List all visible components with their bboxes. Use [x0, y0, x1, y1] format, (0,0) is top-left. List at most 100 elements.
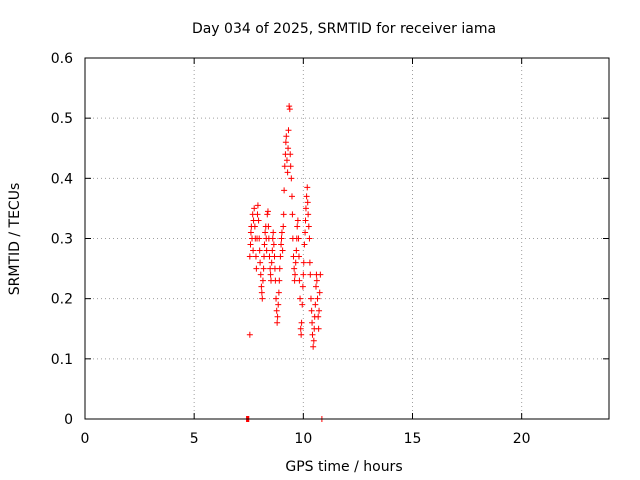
data-point [298, 331, 305, 338]
data-point [288, 193, 295, 200]
data-point [304, 184, 311, 191]
data-point [269, 235, 276, 242]
data-point [257, 259, 264, 266]
data-point [296, 277, 303, 284]
data-point [278, 235, 285, 242]
data-point [295, 235, 302, 242]
data-point [297, 295, 304, 302]
data-point [252, 253, 259, 260]
data-point [288, 175, 295, 182]
plot-frame [84, 57, 610, 420]
data-point [292, 271, 299, 278]
data-point [264, 208, 271, 215]
data-point [314, 295, 321, 302]
data-point [266, 253, 273, 260]
data-point [291, 265, 298, 272]
data-point [305, 211, 312, 218]
data-point [278, 229, 285, 236]
data-point [309, 319, 316, 326]
data-point [275, 289, 282, 296]
data-point [310, 343, 317, 350]
data-point [294, 217, 301, 224]
y-tick-label: 0.5 [51, 111, 73, 127]
data-point [299, 283, 306, 290]
data-point [309, 331, 316, 338]
data-point [302, 229, 309, 236]
grid [85, 58, 609, 419]
data-point [262, 229, 269, 236]
data-point [251, 223, 258, 230]
data-point [280, 223, 287, 230]
data-point [261, 253, 268, 260]
data-point [259, 277, 266, 284]
data-point [275, 301, 282, 308]
data-point [280, 211, 287, 218]
data-point [316, 289, 323, 296]
data-point [256, 247, 263, 254]
data-point [274, 313, 281, 320]
data-point [276, 265, 283, 272]
x-tick-label: 5 [190, 431, 199, 447]
data-point [265, 223, 272, 230]
data-point [267, 271, 274, 278]
data-point [254, 211, 261, 218]
data-point [251, 205, 258, 212]
data-point [306, 259, 313, 266]
data-point [261, 241, 268, 248]
data-point [300, 259, 307, 266]
data-point [270, 229, 277, 236]
data-point [273, 295, 280, 302]
x-tick-label: 0 [81, 431, 90, 447]
data-point [301, 241, 308, 248]
data-point [283, 157, 290, 164]
y-tick-label: 0.1 [51, 352, 73, 368]
chart-title: Day 034 of 2025, SRMTID for receiver iam… [192, 21, 496, 37]
axis-ticks: 0 5 10 15 20 0 0.1 0.2 0.3 0.4 0.5 0.6 [51, 51, 609, 447]
data-point [293, 247, 300, 254]
data-point [304, 199, 311, 206]
data-point [305, 223, 312, 230]
x-tick-label: 15 [404, 431, 422, 447]
data-point [257, 271, 264, 278]
data-points [243, 103, 325, 422]
data-point [282, 139, 289, 146]
data-point [306, 235, 313, 242]
y-tick-label: 0.3 [51, 232, 73, 248]
data-point [310, 337, 317, 344]
data-point [289, 211, 296, 218]
data-point [268, 259, 275, 266]
y-tick-label: 0 [64, 412, 73, 428]
data-point [246, 253, 253, 260]
data-point [317, 271, 324, 278]
data-point [290, 253, 297, 260]
data-point [285, 145, 292, 152]
data-point [258, 289, 265, 296]
data-point [295, 253, 302, 260]
data-point [316, 307, 323, 314]
data-point [285, 127, 292, 134]
y-axis-label: SRMTID / TECUs [7, 183, 23, 296]
data-point [294, 223, 301, 230]
data-point [283, 133, 290, 140]
data-point [287, 151, 294, 158]
data-point [250, 217, 257, 224]
y-tick-label: 0.2 [51, 292, 73, 308]
x-axis-label: GPS time / hours [285, 459, 402, 475]
data-point [246, 331, 253, 338]
data-point [271, 253, 278, 260]
data-point [302, 205, 309, 212]
data-point [277, 253, 284, 260]
data-point [312, 283, 319, 290]
data-point [281, 187, 288, 194]
data-point [313, 277, 320, 284]
data-point [260, 265, 267, 272]
data-point [299, 301, 306, 308]
y-tick-label: 0.6 [51, 51, 73, 67]
data-point [250, 247, 257, 254]
data-point [256, 235, 263, 242]
data-point [284, 169, 291, 176]
data-point [307, 295, 314, 302]
data-point [281, 163, 288, 170]
data-point [297, 325, 304, 332]
